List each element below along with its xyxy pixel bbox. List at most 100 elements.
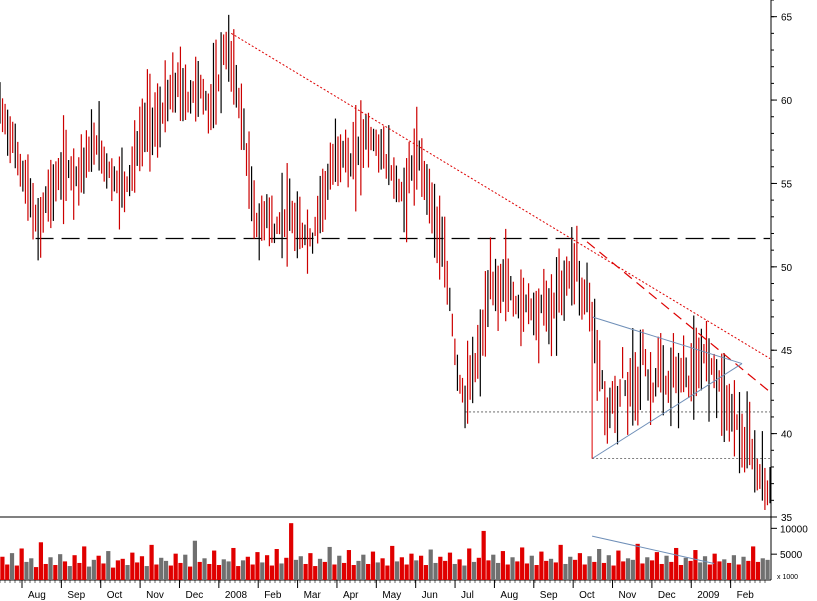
x-tick-label: Aug <box>500 590 518 601</box>
volume-bar <box>192 540 198 580</box>
x-tick-label: Sep <box>67 590 85 601</box>
volume-bar <box>202 558 207 580</box>
volume-bar <box>577 553 583 580</box>
volume-bar <box>510 557 515 580</box>
volume-bar <box>471 561 477 580</box>
volume-bar <box>683 557 688 580</box>
volume-bar <box>635 543 640 580</box>
x-tick-label: Jul <box>461 590 474 601</box>
volume-bar <box>24 561 29 580</box>
x-tick-label: 2009 <box>697 590 720 601</box>
price-panel <box>0 0 771 517</box>
volume-bar <box>226 561 231 580</box>
volume-bar <box>115 560 121 580</box>
x-tick-label: Nov <box>619 590 637 601</box>
volume-bar <box>568 556 573 580</box>
triangle-upper-line <box>591 316 743 365</box>
volume-bar <box>5 564 10 580</box>
long-downtrend-line <box>230 32 771 359</box>
volume-bar <box>375 562 380 580</box>
volume-bar <box>240 560 246 580</box>
volume-bar <box>539 551 544 580</box>
volume-bar <box>216 565 222 580</box>
volume-bar <box>9 553 15 580</box>
volume-bar <box>120 558 125 580</box>
volume-bar <box>130 552 135 580</box>
volume-bar <box>659 563 664 580</box>
volume-bar <box>255 552 260 580</box>
volume-bar <box>491 554 496 580</box>
volume-bar <box>380 558 385 580</box>
volume-bar <box>38 542 44 580</box>
volume-bar <box>765 559 770 580</box>
volume-bar <box>250 564 255 580</box>
volume-bar <box>361 554 366 580</box>
volume-bar <box>731 555 737 580</box>
volume-bar <box>346 550 352 580</box>
volume-bar <box>322 561 327 580</box>
volume-bar <box>212 550 217 580</box>
volume-bar <box>399 557 404 580</box>
volume-bar <box>135 562 140 580</box>
volume-bar <box>678 565 684 580</box>
volume-bar <box>168 565 173 580</box>
volume-bar <box>587 556 592 580</box>
x-tick-label: Jun <box>422 590 438 601</box>
volume-bar <box>139 556 145 580</box>
volume-bar <box>423 565 429 580</box>
volume-bar <box>534 565 539 580</box>
volume-bar <box>462 565 467 580</box>
triangle-lower-line <box>591 363 743 460</box>
volume-bar <box>149 544 154 580</box>
volume-bar <box>625 558 631 580</box>
volume-bar <box>303 563 308 580</box>
volume-bar <box>159 557 164 580</box>
volume-bar <box>746 560 751 580</box>
volume-bar <box>409 553 414 580</box>
volume-bar <box>289 523 294 580</box>
volume-bar <box>187 566 193 580</box>
volume-bar <box>327 546 332 580</box>
volume-bar <box>524 563 530 580</box>
volume-bar <box>621 561 626 580</box>
volume-bar <box>616 550 621 580</box>
volume-bar <box>707 564 712 580</box>
volume-bar <box>688 560 693 580</box>
price-tick-label: 65 <box>781 13 793 24</box>
volume-bar <box>582 564 587 580</box>
volume-bar <box>260 562 265 580</box>
volume-bar <box>317 558 323 580</box>
price-axis: 35 40 45 50 55 60 65 <box>771 0 793 524</box>
volume-bar <box>751 546 756 580</box>
volume-bar <box>332 564 337 580</box>
volume-bar <box>14 565 19 580</box>
x-tick-label: Dec <box>185 590 203 601</box>
x-tick-label: Aug <box>28 590 46 601</box>
volume-tick-label: 10000 <box>780 524 808 535</box>
volume-bar <box>467 548 472 580</box>
volume-bar <box>736 564 741 580</box>
volume-bar <box>293 559 299 580</box>
volume-bar <box>385 565 390 580</box>
volume-bar <box>717 561 722 580</box>
volume-bar <box>269 565 275 580</box>
volume-bar <box>447 552 453 580</box>
volume-bar <box>529 555 534 580</box>
volume-bar <box>19 548 24 580</box>
volume-bar <box>457 559 462 580</box>
volume-bar <box>43 563 48 580</box>
volume-bar <box>476 557 481 580</box>
x-tick-label: Mar <box>304 590 322 601</box>
volume-bar <box>366 563 371 580</box>
volume-bar <box>606 555 611 580</box>
volume-bar <box>77 562 82 580</box>
volume-bar <box>495 562 501 580</box>
volume-bar <box>67 566 72 580</box>
volume-bar <box>438 556 443 580</box>
volume-bar <box>601 562 607 580</box>
volume-bar <box>221 559 226 580</box>
volume-bar <box>722 559 727 580</box>
volume-bar <box>548 558 554 580</box>
volume-bar <box>515 561 520 580</box>
volume-bar <box>500 551 506 580</box>
